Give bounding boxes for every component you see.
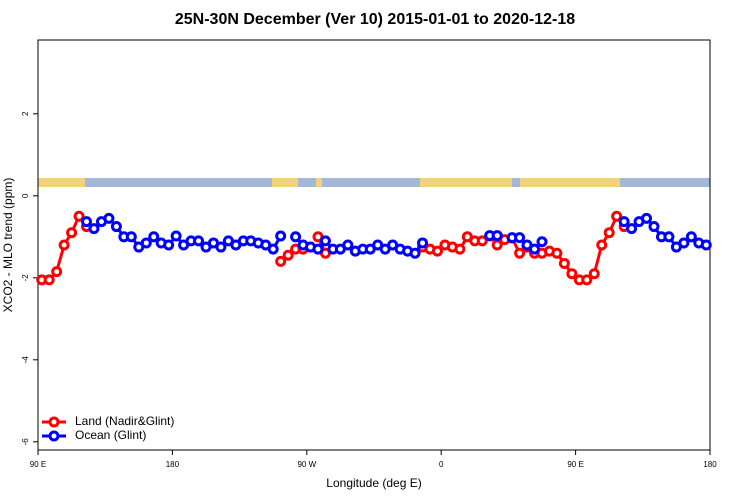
x-tick-label: 90 E <box>567 460 583 469</box>
data-point <box>409 247 421 259</box>
data-point <box>193 235 205 247</box>
data-point <box>551 247 563 259</box>
data-point <box>581 274 593 286</box>
data-point <box>611 210 623 222</box>
data-point <box>170 230 182 242</box>
x-tick-label: 90 W <box>297 460 316 469</box>
data-point <box>648 221 660 233</box>
data-point <box>417 237 429 249</box>
y-axis-label: XCO2 - MLO trend (ppm) <box>1 178 15 313</box>
data-point <box>626 223 638 235</box>
data-point <box>215 241 227 253</box>
data-point <box>663 231 675 243</box>
data-point <box>618 216 630 228</box>
data-point <box>596 239 608 251</box>
data-point <box>685 231 697 243</box>
data-point <box>73 210 85 222</box>
data-point <box>342 239 354 251</box>
data-point <box>275 230 287 242</box>
land-ocean-strip <box>38 178 710 187</box>
legend-label: Land (Nadir&Glint) <box>75 414 174 428</box>
x-tick-label: 90 E <box>30 460 46 469</box>
y-tick-label: -6 <box>21 438 30 446</box>
data-point <box>491 230 503 242</box>
data-point <box>529 243 541 255</box>
data-point <box>51 266 63 278</box>
data-point <box>700 239 712 251</box>
data-point <box>312 243 324 255</box>
x-axis-label: Longitude (deg E) <box>326 476 421 490</box>
y-tick-label: 2 <box>21 111 30 116</box>
data-point <box>275 255 287 267</box>
data-point <box>66 227 78 239</box>
x-tick-label: 180 <box>166 460 180 469</box>
data-point <box>431 245 443 257</box>
data-point <box>282 249 294 261</box>
data-point <box>103 212 115 224</box>
data-point <box>454 243 466 255</box>
data-point <box>476 235 488 247</box>
x-tick-label: 0 <box>439 460 444 469</box>
legend-marker <box>48 416 60 428</box>
y-tick-label: -2 <box>21 274 30 282</box>
data-point <box>558 257 570 269</box>
data-point <box>110 221 122 233</box>
data-point <box>163 239 175 251</box>
data-point <box>290 231 302 243</box>
data-point <box>588 268 600 280</box>
data-point <box>319 235 331 247</box>
data-point <box>88 223 100 235</box>
data-point <box>514 247 526 259</box>
data-point <box>603 227 615 239</box>
data-point <box>678 237 690 249</box>
data-point <box>58 239 70 251</box>
data-point <box>536 236 548 248</box>
data-point <box>125 231 137 243</box>
y-tick-label: 0 <box>21 193 30 198</box>
data-point <box>566 268 578 280</box>
chart-title: 25N-30N December (Ver 10) 2015-01-01 to … <box>175 11 575 28</box>
data-point <box>43 274 55 286</box>
legend-label: Ocean (Glint) <box>75 428 146 442</box>
legend-marker <box>48 430 60 442</box>
data-point <box>514 232 526 244</box>
data-point <box>267 243 279 255</box>
y-tick-label: -4 <box>21 356 30 364</box>
data-point <box>140 237 152 249</box>
data-point <box>148 231 160 243</box>
data-point <box>641 212 653 224</box>
data-point <box>81 216 93 228</box>
x-tick-label: 180 <box>703 460 717 469</box>
